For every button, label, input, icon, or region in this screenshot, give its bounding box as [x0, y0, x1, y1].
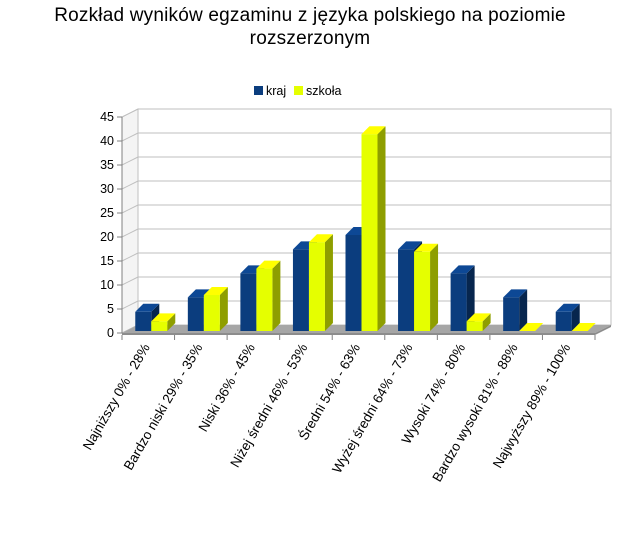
bar-top-szkola	[151, 313, 176, 322]
bar-kraj	[345, 235, 362, 331]
bar-top-szkola	[256, 260, 281, 269]
bar-kraj	[240, 273, 257, 331]
y-tick-label: 15	[100, 254, 114, 268]
y-tick-label: 5	[107, 302, 114, 316]
bar-side-szkola	[219, 287, 228, 331]
gridline-side	[121, 276, 139, 286]
bar-side-szkola	[482, 313, 491, 331]
bar-side-kraj	[519, 289, 528, 331]
bar-kraj	[187, 297, 204, 331]
legend: kraj szkoła	[254, 84, 341, 98]
gridline-side	[121, 156, 139, 166]
bar-side-szkola	[377, 126, 386, 331]
bar-top-kraj	[555, 303, 580, 312]
bar-top-szkola	[414, 243, 439, 252]
bar-top-szkola	[361, 126, 386, 135]
y-tick-label: 30	[100, 182, 114, 196]
gridline-side	[121, 300, 139, 310]
plot-floor-edge	[595, 325, 611, 335]
y-tick-label: 0	[107, 326, 114, 340]
bar-side-szkola	[272, 260, 281, 331]
gridline-side	[121, 132, 139, 142]
bar-top-kraj	[135, 303, 160, 312]
legend-label-kraj: kraj	[266, 84, 286, 98]
bar-kraj	[450, 273, 467, 331]
bar-kraj	[398, 249, 415, 331]
bar-kraj	[555, 311, 572, 331]
gridline-side	[121, 252, 139, 262]
bar-side-szkola	[430, 243, 439, 331]
y-tick-label: 25	[100, 206, 114, 220]
bar-side-kraj	[466, 265, 475, 331]
bar-side-szkola	[324, 234, 333, 331]
bar-top-szkola	[203, 287, 228, 295]
y-tick-label: 35	[100, 158, 114, 172]
plot-side-wall	[121, 108, 139, 334]
y-tick-label: 10	[100, 278, 114, 292]
bar-szkola	[151, 321, 168, 331]
gridline-side	[121, 204, 139, 214]
x-category-label: Niski 36% - 45%	[195, 341, 258, 434]
legend-swatch-szkola	[294, 86, 303, 95]
bar-szkola	[308, 242, 325, 331]
bar-kraj	[503, 297, 520, 331]
bar-top-szkola	[466, 313, 491, 322]
bar-szkola	[361, 134, 378, 331]
plot-floor-edge	[122, 333, 595, 335]
y-tick-label: 45	[100, 110, 114, 124]
bar-szkola	[203, 295, 220, 331]
bar-side-kraj	[571, 303, 580, 331]
bar-top-szkola	[519, 323, 544, 331]
y-tick-label: 20	[100, 230, 114, 244]
legend-label-szkola: szkoła	[306, 84, 341, 98]
bar-top-szkola	[571, 323, 596, 331]
gridline-side	[121, 228, 139, 238]
bar-szkola	[466, 321, 483, 331]
gridline-side	[121, 108, 139, 118]
bar-szkola	[256, 268, 273, 331]
gridline-side	[121, 180, 139, 190]
chart-title: Rozkład wyników egzaminu z języka polski…	[54, 5, 566, 49]
bar-top-kraj	[503, 289, 528, 298]
y-tick-label: 40	[100, 134, 114, 148]
bar-top-kraj	[398, 241, 423, 250]
bar-kraj	[135, 311, 152, 331]
bar-top-kraj	[450, 265, 475, 274]
bar-top-szkola	[308, 234, 333, 243]
legend-swatch-kraj	[254, 86, 263, 95]
bar-szkola	[414, 251, 431, 331]
bar-side-szkola	[167, 313, 176, 331]
bar-kraj	[292, 249, 309, 331]
